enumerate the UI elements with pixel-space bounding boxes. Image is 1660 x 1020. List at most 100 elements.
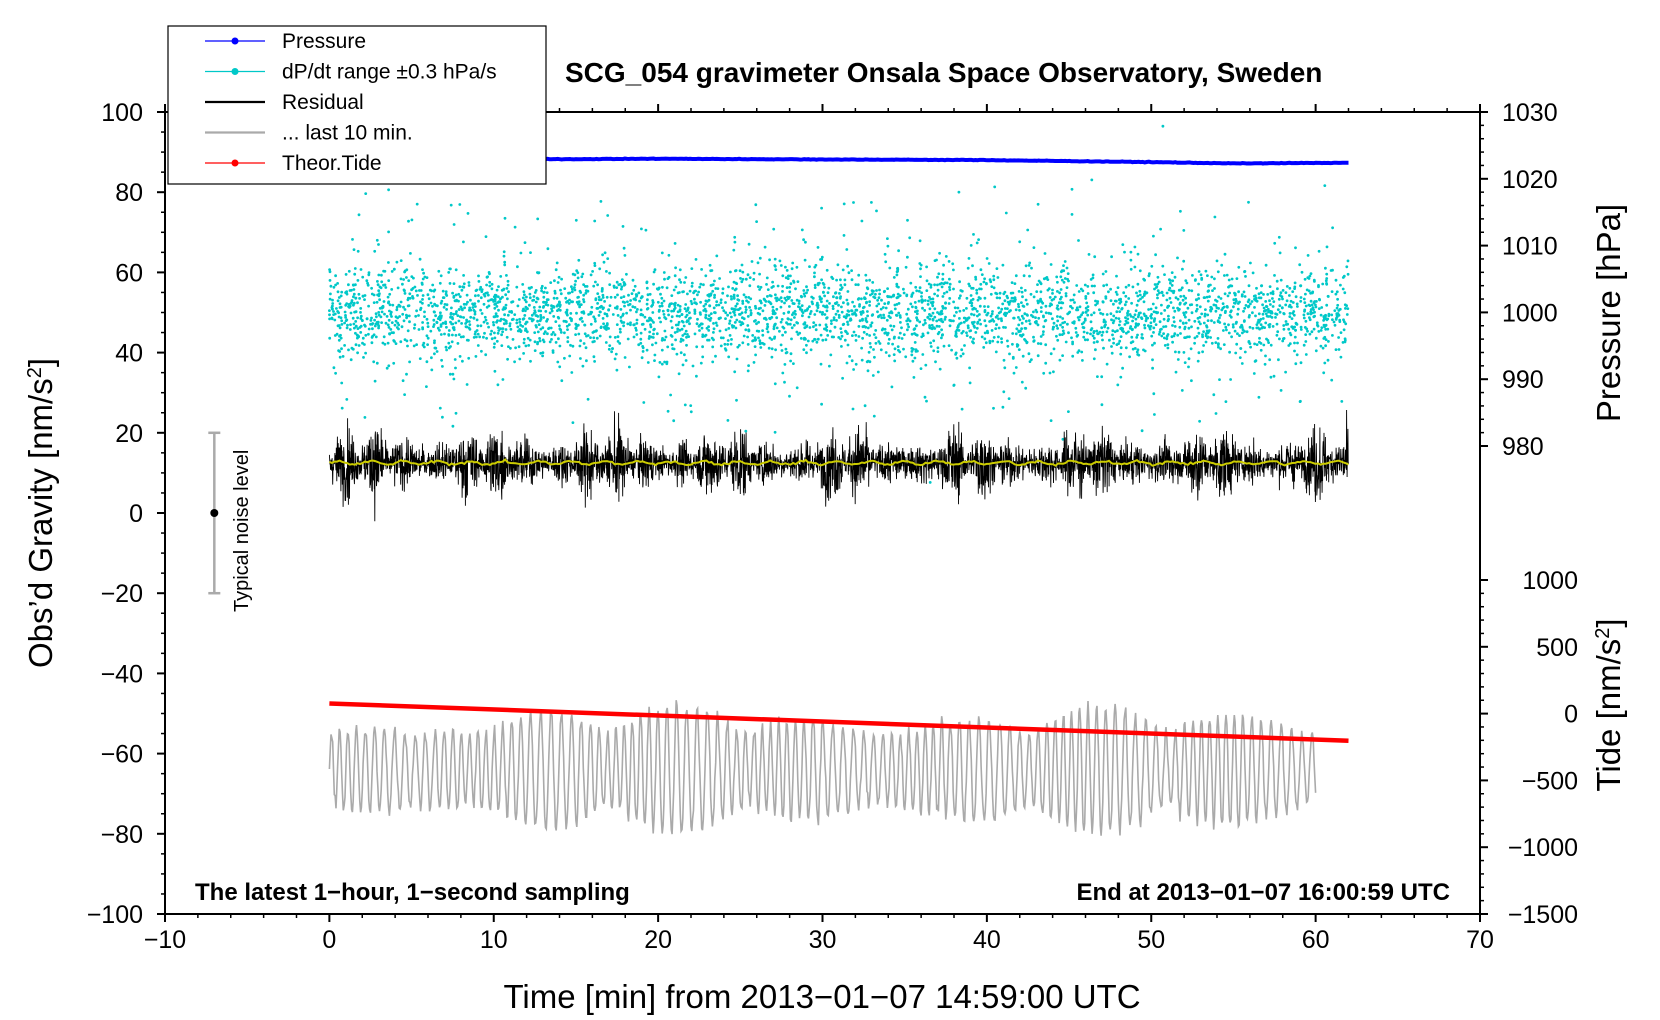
dpdt-point — [1146, 316, 1150, 320]
dpdt-point — [1236, 332, 1239, 336]
dpdt-point — [1014, 274, 1018, 278]
dpdt-point — [918, 320, 922, 324]
dpdt-point — [956, 306, 960, 310]
dpdt-point — [602, 306, 605, 310]
dpdt-point — [906, 218, 909, 222]
dpdt-point — [1335, 313, 1339, 317]
dpdt-point — [1204, 269, 1208, 273]
dpdt-point — [864, 317, 868, 320]
dpdt-point — [948, 282, 952, 286]
dpdt-point — [1056, 290, 1059, 293]
dpdt-point — [854, 283, 858, 286]
dpdt-point — [766, 322, 769, 326]
dpdt-point — [1341, 276, 1345, 279]
dpdt-point — [332, 310, 335, 313]
dpdt-point — [1293, 341, 1296, 345]
dpdt-point — [1110, 318, 1113, 322]
dpdt-point — [818, 310, 822, 314]
dpdt-point — [392, 267, 396, 271]
x-tick-label: 30 — [809, 926, 837, 954]
dpdt-point — [1171, 324, 1174, 327]
dpdt-point — [494, 312, 498, 316]
dpdt-point — [461, 285, 465, 289]
dpdt-point — [1156, 282, 1160, 286]
dpdt-point — [975, 309, 979, 313]
dpdt-point — [393, 340, 396, 343]
dpdt-point — [676, 303, 680, 307]
dpdt-point — [1160, 290, 1164, 294]
dpdt-point — [377, 289, 381, 293]
dpdt-point — [975, 326, 979, 330]
dpdt-point — [757, 336, 760, 340]
dpdt-point — [1061, 325, 1064, 329]
y-tick-label: −100 — [87, 901, 143, 929]
dpdt-point — [1195, 307, 1199, 311]
dpdt-point — [1154, 323, 1158, 326]
dpdt-point — [506, 313, 510, 317]
tide-tick-label: −1500 — [1508, 901, 1578, 929]
dpdt-point — [1036, 202, 1040, 206]
dpdt-point — [460, 288, 464, 292]
dpdt-point — [702, 304, 706, 308]
dpdt-point — [1112, 302, 1115, 306]
dpdt-point — [1070, 213, 1074, 216]
dpdt-point — [1137, 299, 1140, 303]
dpdt-point — [1051, 288, 1054, 292]
dpdt-point — [1118, 323, 1121, 327]
y-tick-label: −60 — [101, 741, 143, 769]
dpdt-point — [1043, 319, 1047, 323]
dpdt-point — [597, 314, 601, 317]
dpdt-point — [437, 315, 441, 319]
dpdt-point — [783, 363, 787, 366]
dpdt-point — [426, 321, 430, 325]
dpdt-point — [1282, 324, 1286, 327]
dpdt-point — [683, 281, 686, 284]
dpdt-point — [987, 262, 991, 265]
dpdt-point — [1156, 296, 1159, 300]
dpdt-point — [1036, 301, 1040, 305]
dpdt-point — [851, 300, 854, 304]
dpdt-point — [1261, 312, 1265, 316]
dpdt-point — [962, 320, 966, 324]
dpdt-point — [747, 300, 750, 304]
dpdt-point — [1142, 294, 1146, 297]
dpdt-point — [815, 340, 819, 344]
dpdt-point — [699, 361, 703, 365]
dpdt-point — [1306, 312, 1310, 316]
dpdt-point — [1113, 299, 1117, 303]
dpdt-point — [703, 307, 707, 311]
dpdt-point — [1039, 306, 1043, 309]
dpdt-point — [1346, 259, 1350, 263]
dpdt-point — [893, 307, 897, 311]
dpdt-point — [468, 306, 472, 310]
dpdt-point — [674, 323, 678, 327]
dpdt-point — [925, 289, 929, 292]
dpdt-point — [464, 302, 468, 306]
dpdt-point — [1001, 263, 1005, 267]
dpdt-point — [1196, 316, 1200, 320]
dpdt-point — [906, 307, 910, 311]
dpdt-point — [457, 292, 461, 296]
dpdt-point — [1057, 301, 1061, 305]
dpdt-point — [526, 336, 530, 340]
dpdt-point — [828, 364, 831, 368]
dpdt-point — [958, 317, 961, 320]
dpdt-point — [992, 278, 996, 282]
dpdt-point — [401, 379, 405, 383]
dpdt-point — [1022, 305, 1026, 308]
dpdt-point — [465, 318, 468, 322]
dpdt-point — [1071, 342, 1074, 346]
dpdt-point — [1188, 335, 1191, 339]
dpdt-point — [420, 281, 424, 285]
dpdt-point — [545, 319, 548, 323]
dpdt-point — [983, 277, 986, 281]
dpdt-point — [493, 369, 497, 373]
dpdt-point — [451, 424, 455, 428]
dpdt-point — [518, 317, 521, 321]
dpdt-point — [997, 326, 1001, 330]
dpdt-point — [1329, 269, 1333, 272]
dpdt-point — [905, 293, 909, 297]
dpdt-point — [500, 344, 504, 347]
dpdt-point — [1271, 325, 1275, 328]
dpdt-point — [356, 301, 359, 305]
